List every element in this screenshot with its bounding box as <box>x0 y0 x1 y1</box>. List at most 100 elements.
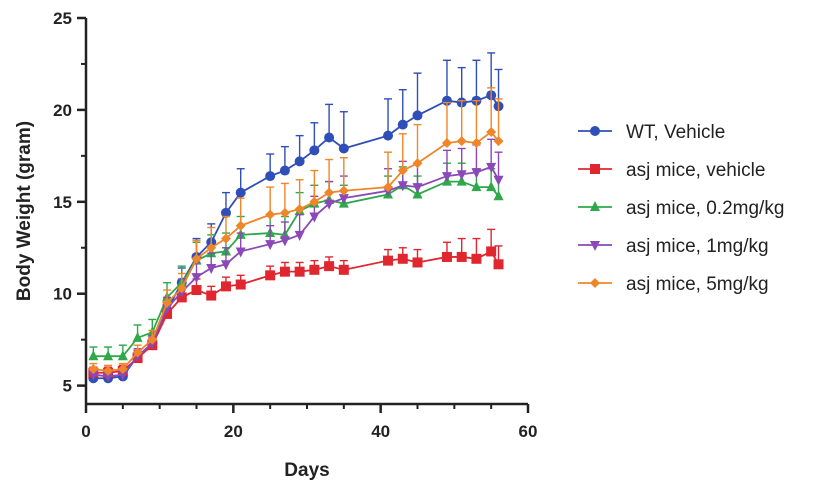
data-point <box>412 110 423 121</box>
data-point <box>324 199 335 210</box>
legend-label: WT, Vehicle <box>626 122 725 143</box>
data-point <box>441 251 452 262</box>
data-point <box>235 247 246 258</box>
data-point <box>147 334 158 345</box>
series-line <box>93 130 500 372</box>
data-point <box>279 207 290 218</box>
data-point <box>265 270 276 281</box>
data-point <box>493 190 504 201</box>
legend-entry: WT, Vehicle <box>578 122 725 143</box>
data-point <box>294 204 305 215</box>
legend-entry: asj mice, vehicle <box>578 160 765 181</box>
data-point <box>397 253 408 264</box>
data-point <box>132 331 143 342</box>
y-tick-label: 10 <box>53 285 72 304</box>
legend-label: asj mice, 5mg/kg <box>626 274 769 295</box>
data-point <box>103 350 114 361</box>
x-axis-title: Days <box>284 460 329 481</box>
data-point <box>279 165 290 176</box>
data-point <box>471 253 482 264</box>
data-point <box>309 264 320 275</box>
data-point <box>191 253 202 264</box>
data-point <box>471 168 482 179</box>
data-point <box>493 136 504 147</box>
data-point <box>132 347 143 358</box>
y-axis: 5 10 15 20 25 <box>53 9 88 404</box>
data-point <box>220 233 231 244</box>
legend-entry: asj mice, 0.2mg/kg <box>578 198 784 219</box>
data-point <box>294 230 305 241</box>
data-point <box>397 181 408 192</box>
data-point <box>206 263 217 274</box>
data-point <box>117 364 128 375</box>
x-tick-label: 40 <box>371 422 390 441</box>
data-point <box>191 285 202 296</box>
data-point <box>397 119 408 130</box>
data-point <box>441 172 452 183</box>
y-tick-label: 5 <box>63 377 72 396</box>
data-point <box>309 145 320 156</box>
data-point <box>456 170 467 181</box>
data-point <box>383 182 394 193</box>
series-1 <box>88 228 504 378</box>
data-point <box>88 370 99 381</box>
data-point <box>471 181 482 192</box>
data-point <box>486 126 497 137</box>
legend-marker <box>590 201 600 211</box>
series-3 <box>88 138 504 383</box>
data-point <box>456 251 467 262</box>
legend-entry: asj mice, 5mg/kg <box>578 274 769 295</box>
data-point <box>324 187 335 198</box>
data-point <box>338 194 349 205</box>
data-point <box>383 255 394 266</box>
data-point <box>206 242 217 253</box>
data-point <box>456 136 467 147</box>
legend-marker <box>590 126 600 136</box>
legend-label: asj mice, 1mg/kg <box>626 236 769 257</box>
plot-area <box>88 52 504 384</box>
data-point <box>220 207 231 218</box>
legend-marker <box>590 164 600 174</box>
data-point <box>206 290 217 301</box>
data-point <box>162 297 173 308</box>
data-point <box>279 236 290 247</box>
data-point <box>338 185 349 196</box>
data-point <box>88 350 99 361</box>
data-point <box>412 188 423 199</box>
x-tick-label: 0 <box>81 422 90 441</box>
data-point <box>265 209 276 220</box>
data-point <box>220 260 231 271</box>
data-point <box>324 132 335 143</box>
legend: WT, Vehicle asj mice, vehicle asj mice, 0.… <box>578 122 784 295</box>
legend-entry: asj mice, 1mg/kg <box>578 236 769 257</box>
data-point <box>471 137 482 148</box>
data-point <box>456 175 467 186</box>
data-point <box>324 261 335 272</box>
data-point <box>486 181 497 192</box>
data-point <box>265 240 276 251</box>
data-point <box>103 372 114 383</box>
data-point <box>294 156 305 167</box>
x-tick-label: 60 <box>519 422 538 441</box>
data-point <box>191 273 202 284</box>
data-point <box>493 259 504 270</box>
data-point <box>235 187 246 198</box>
legend-label: asj mice, vehicle <box>626 160 765 181</box>
data-point <box>383 130 394 141</box>
data-point <box>235 279 246 290</box>
data-point <box>412 257 423 268</box>
data-point <box>176 283 187 294</box>
y-axis-title: Body Weight (gram) <box>14 121 35 301</box>
data-point <box>279 266 290 277</box>
data-point <box>309 196 320 207</box>
data-point <box>441 137 452 148</box>
data-point <box>88 364 99 375</box>
data-point <box>294 266 305 277</box>
data-point <box>493 175 504 186</box>
data-point <box>412 158 423 169</box>
data-point <box>117 370 128 381</box>
data-point <box>397 165 408 176</box>
x-axis: 0 20 40 60 <box>81 402 538 441</box>
y-tick-label: 25 <box>53 9 72 28</box>
